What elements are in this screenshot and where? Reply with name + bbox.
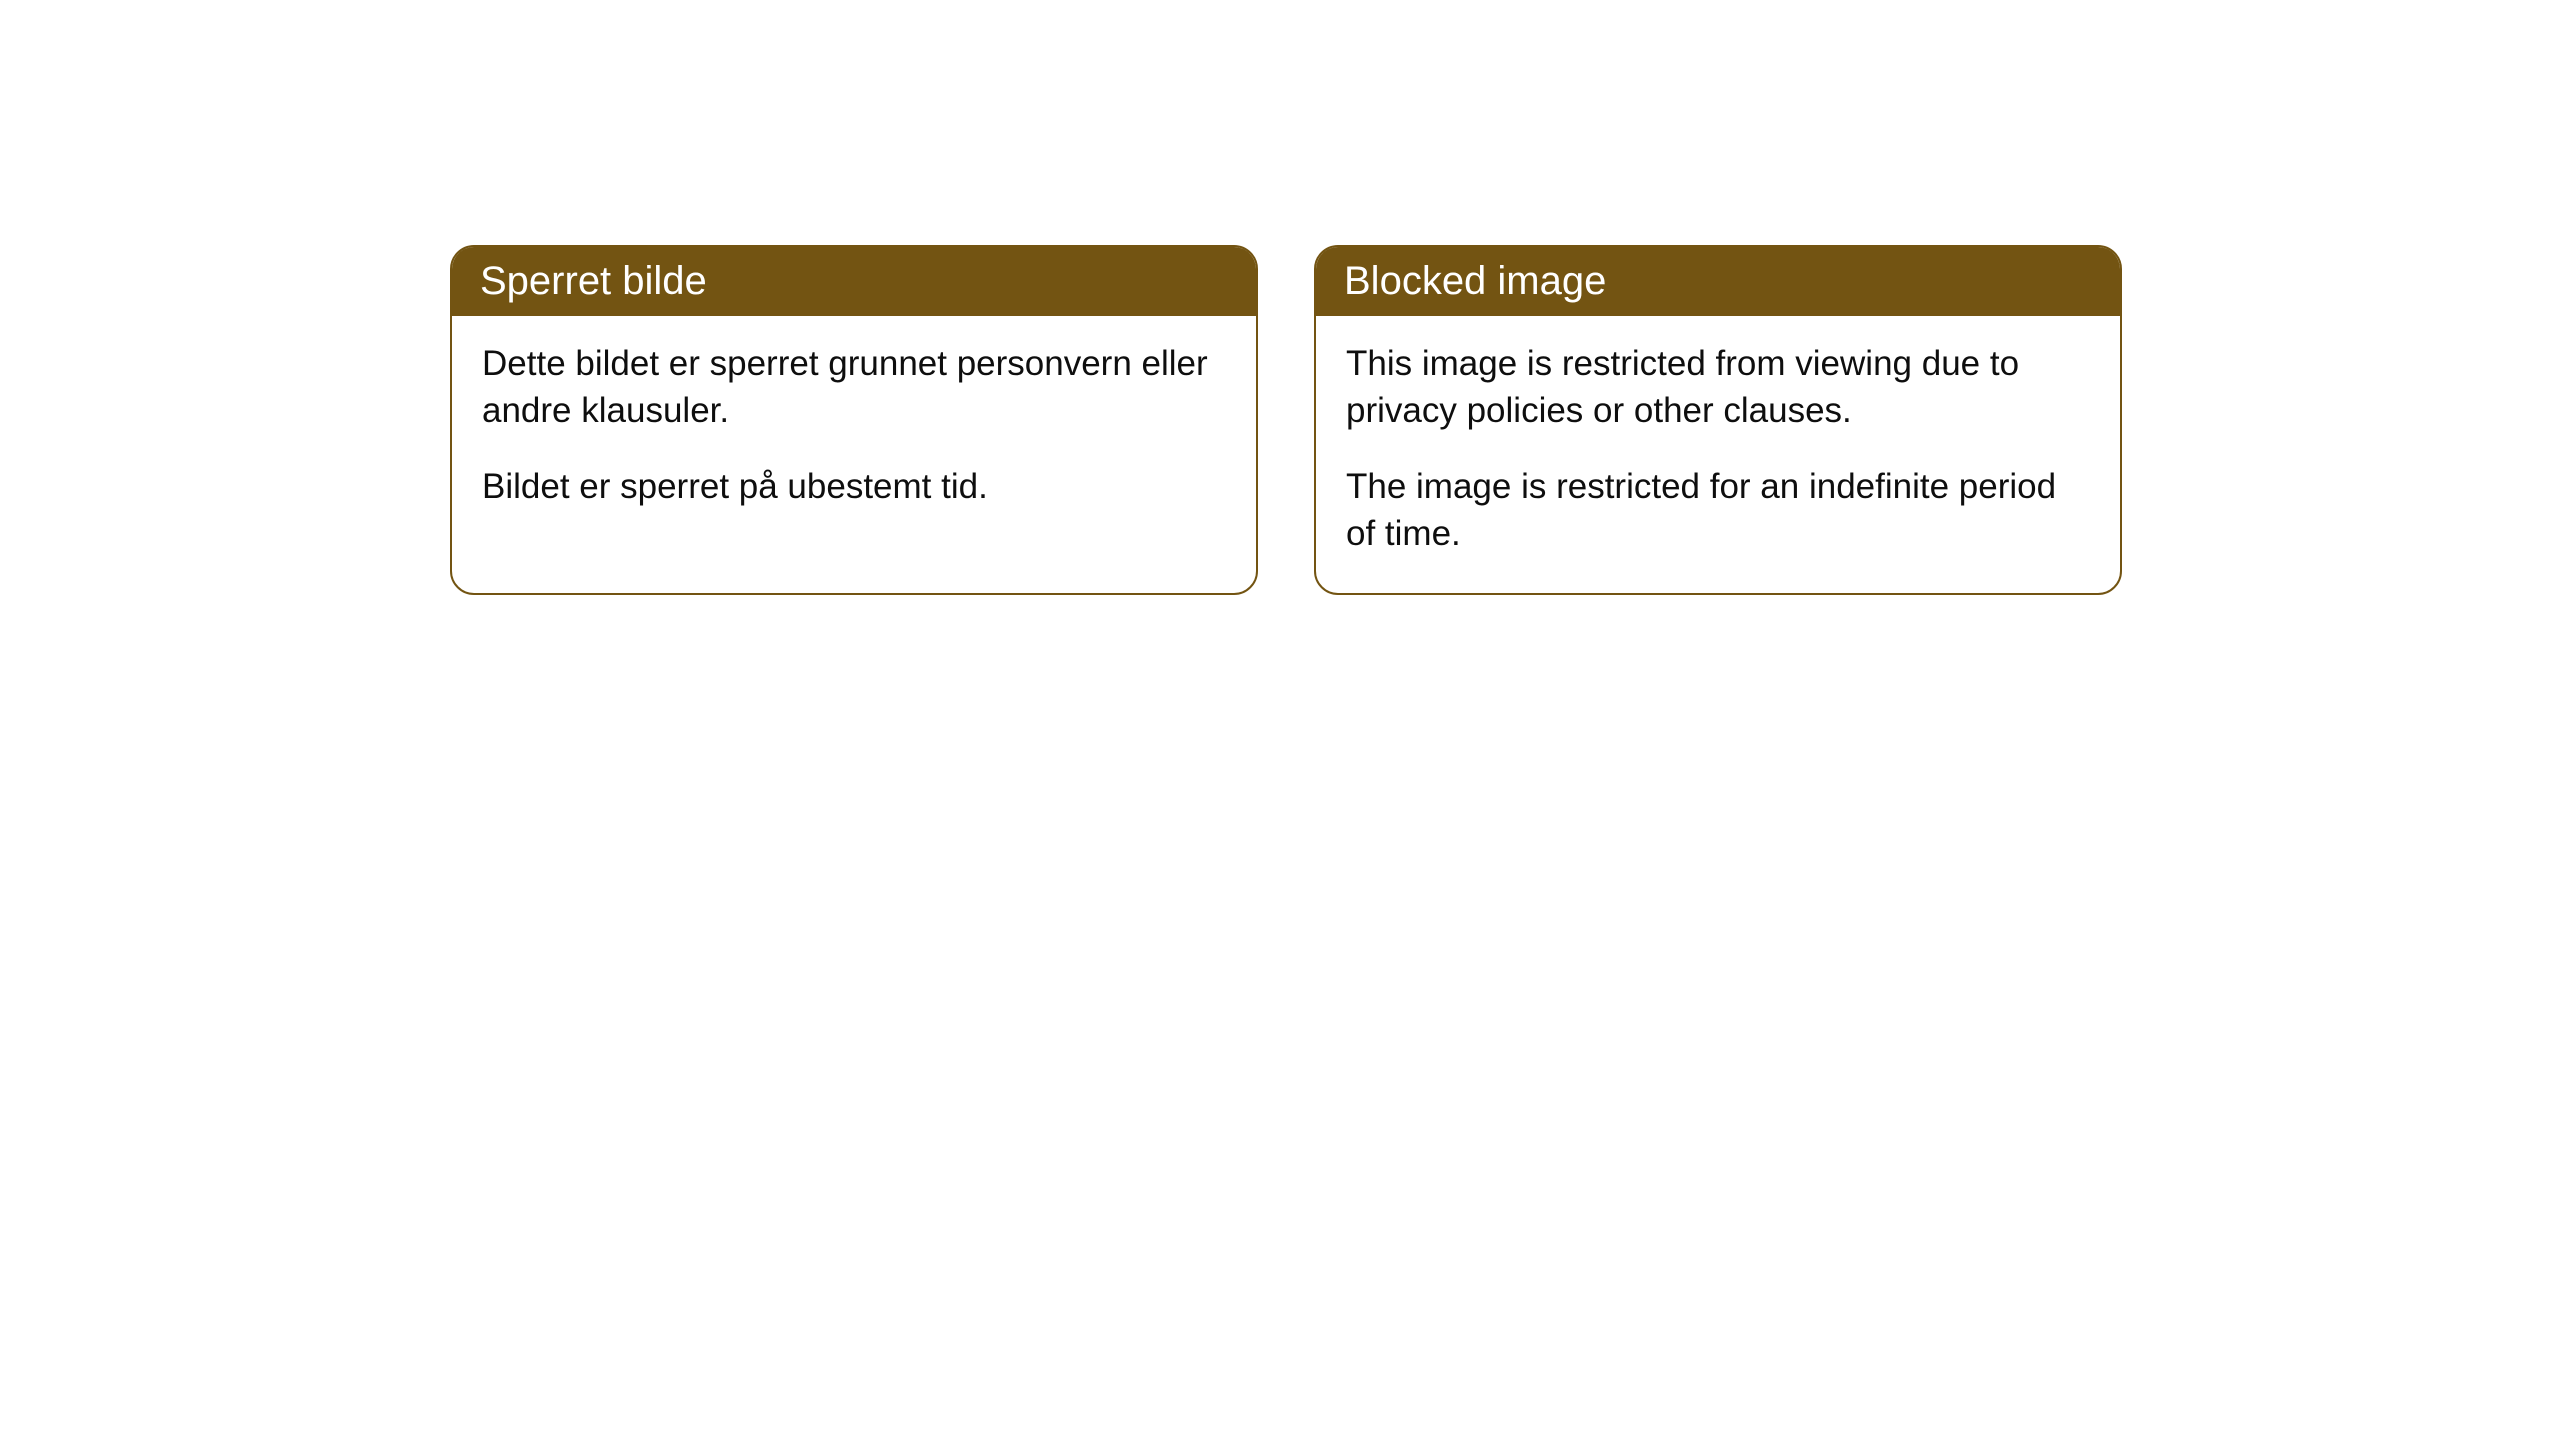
card-paragraph-2-norwegian: Bildet er sperret på ubestemt tid.	[482, 463, 1226, 510]
card-paragraph-1-norwegian: Dette bildet er sperret grunnet personve…	[482, 340, 1226, 435]
card-header-english: Blocked image	[1316, 247, 2120, 316]
card-body-norwegian: Dette bildet er sperret grunnet personve…	[452, 316, 1256, 546]
cards-container: Sperret bilde Dette bildet er sperret gr…	[450, 245, 2122, 595]
card-header-norwegian: Sperret bilde	[452, 247, 1256, 316]
card-body-english: This image is restricted from viewing du…	[1316, 316, 2120, 593]
card-paragraph-2-english: The image is restricted for an indefinit…	[1346, 463, 2090, 558]
card-norwegian: Sperret bilde Dette bildet er sperret gr…	[450, 245, 1258, 595]
card-title-norwegian: Sperret bilde	[480, 259, 707, 303]
card-title-english: Blocked image	[1344, 259, 1606, 303]
card-english: Blocked image This image is restricted f…	[1314, 245, 2122, 595]
card-paragraph-1-english: This image is restricted from viewing du…	[1346, 340, 2090, 435]
